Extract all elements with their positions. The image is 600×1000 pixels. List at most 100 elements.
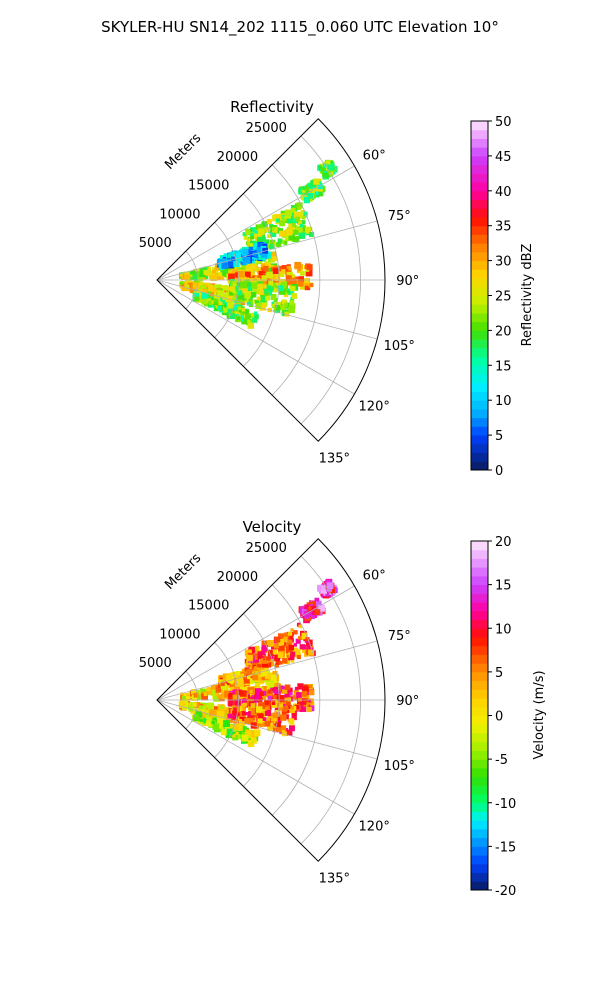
echo-cell: [274, 654, 281, 661]
echo-cell: [286, 290, 290, 294]
echo-cell: [247, 286, 253, 292]
colorbar-segment: [471, 802, 488, 812]
echo-cell: [282, 658, 288, 664]
echo-cell: [193, 292, 200, 299]
echo-cell: [240, 260, 245, 265]
echo-cell: [200, 688, 206, 694]
echo-cell: [186, 693, 190, 697]
echo-cell: [257, 651, 263, 657]
echo-cell: [249, 250, 256, 258]
echo-cell: [283, 240, 288, 245]
echo-cell: [272, 268, 279, 274]
echo-cell: [270, 294, 277, 301]
echo-cell: [275, 282, 279, 286]
colorbar-segment: [471, 295, 488, 305]
echo-cell: [241, 686, 249, 694]
echo-cell: [301, 220, 306, 225]
colorbar-segment: [471, 602, 488, 612]
echo-cell: [326, 582, 334, 590]
colorbar-segment: [471, 541, 488, 551]
colorbar-segment: [471, 461, 488, 471]
echo-cell: [228, 701, 234, 707]
theta-tick-label: 60°: [363, 569, 386, 584]
echo-cell: [299, 705, 307, 712]
echo-cell: [179, 281, 184, 285]
echo-cell: [298, 232, 306, 239]
echo-cell: [237, 306, 242, 311]
echo-cell: [231, 256, 236, 262]
colorbar-segment: [471, 549, 488, 559]
echo-cell: [257, 676, 261, 681]
echo-cell: [193, 692, 199, 698]
echo-cell: [210, 300, 214, 304]
echo-cell: [304, 278, 310, 283]
range-tick-label: 5000: [139, 236, 172, 251]
echo-cell: [244, 313, 251, 320]
echo-cell: [265, 706, 269, 710]
echo-cell: [213, 696, 219, 702]
colorbar-segment: [471, 663, 488, 673]
echo-cell: [271, 252, 276, 257]
echo-cell: [290, 628, 294, 632]
echo-cell: [262, 717, 267, 721]
echo-cell: [260, 669, 268, 677]
range-tick-label: 25000: [246, 541, 287, 556]
echo-cell: [215, 691, 219, 695]
echo-cell: [203, 717, 209, 724]
colorbar-segment: [471, 715, 488, 725]
echo-cell: [303, 686, 309, 693]
echo-cell: [250, 292, 257, 298]
echo-cell: [236, 259, 241, 263]
echo-cell: [314, 609, 321, 616]
colorbar-segment: [471, 593, 488, 603]
echo-cell: [217, 306, 222, 311]
echo-cell: [286, 701, 291, 707]
echo-cell: [305, 226, 311, 233]
colorbar-segment: [471, 391, 488, 401]
echo-cell: [279, 220, 286, 227]
echo-cell: [208, 296, 215, 302]
echo-cell: [293, 236, 300, 242]
echo-cell: [194, 714, 201, 720]
echo-cell: [247, 319, 251, 323]
echo-cell: [182, 695, 187, 700]
echo-cell: [289, 230, 296, 237]
echo-cell: [256, 283, 263, 290]
colorbar-segment: [471, 278, 488, 288]
echo-cell: [289, 655, 295, 660]
colorbar-segment: [471, 584, 488, 594]
colorbar-segment: [471, 785, 488, 795]
echo-cell: [207, 689, 213, 695]
colorbar-tick-label: 20: [495, 535, 512, 550]
echo-cell: [298, 636, 302, 640]
echo-cell: [247, 278, 254, 285]
echo-cell: [222, 728, 228, 735]
echo-cell: [285, 228, 293, 236]
echo-cell: [246, 718, 254, 725]
echo-cell: [256, 296, 261, 301]
echo-cell: [251, 695, 255, 699]
echo-cell: [199, 712, 206, 719]
echo-cell: [290, 285, 296, 292]
sector-frame: [156, 538, 386, 862]
echo-cell: [308, 701, 315, 709]
echo-cell: [280, 714, 287, 721]
echo-cell: [210, 274, 218, 281]
colorbar-tick-label: 25: [495, 290, 512, 305]
echo-cell: [301, 188, 306, 193]
echo-cell: [278, 287, 286, 295]
echo-cell: [235, 671, 239, 675]
echo-cell: [254, 645, 260, 651]
echo-cell: [236, 712, 240, 716]
echo-cell: [265, 227, 271, 233]
colorbar-segment: [471, 732, 488, 743]
echo-cell: [294, 696, 299, 701]
echo-cell: [261, 663, 269, 671]
echo-cell: [277, 238, 283, 244]
colorbar-segment: [471, 645, 488, 655]
echo-cell: [246, 301, 251, 306]
echo-cell: [226, 294, 234, 302]
echo-cell: [312, 187, 318, 194]
echo-cell: [274, 277, 279, 282]
echo-cell: [309, 283, 314, 287]
